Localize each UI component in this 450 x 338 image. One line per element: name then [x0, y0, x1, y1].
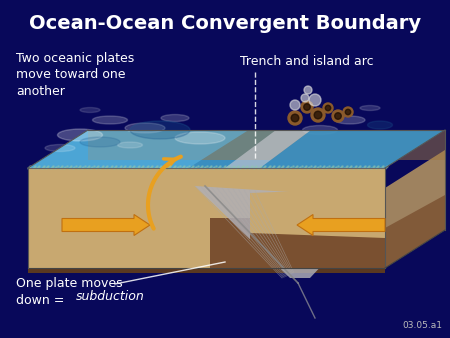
- Text: 03.05.a1: 03.05.a1: [402, 321, 442, 330]
- Ellipse shape: [161, 115, 189, 121]
- Circle shape: [323, 103, 333, 113]
- Circle shape: [301, 101, 313, 113]
- Text: One plate moves
down =: One plate moves down =: [16, 277, 122, 307]
- Polygon shape: [250, 188, 385, 268]
- Ellipse shape: [302, 125, 338, 135]
- Text: Trench and island arc: Trench and island arc: [240, 55, 374, 68]
- Circle shape: [309, 94, 321, 106]
- Text: Two oceanic plates
move toward one
another: Two oceanic plates move toward one anoth…: [16, 52, 134, 98]
- Ellipse shape: [335, 116, 365, 124]
- Circle shape: [325, 105, 331, 111]
- Polygon shape: [28, 168, 385, 268]
- FancyArrow shape: [62, 215, 150, 236]
- Polygon shape: [28, 186, 210, 268]
- Polygon shape: [28, 268, 385, 273]
- Polygon shape: [88, 130, 445, 160]
- Ellipse shape: [93, 116, 127, 124]
- Ellipse shape: [80, 137, 120, 147]
- Circle shape: [343, 107, 353, 117]
- Circle shape: [290, 100, 300, 110]
- Ellipse shape: [368, 121, 392, 129]
- Ellipse shape: [58, 129, 103, 141]
- Ellipse shape: [45, 145, 75, 151]
- Ellipse shape: [117, 142, 143, 148]
- Ellipse shape: [130, 121, 190, 139]
- Text: subduction: subduction: [76, 290, 145, 303]
- Circle shape: [291, 114, 299, 122]
- Circle shape: [332, 110, 344, 122]
- Polygon shape: [385, 150, 445, 268]
- FancyArrow shape: [297, 215, 385, 236]
- Polygon shape: [225, 130, 311, 168]
- Circle shape: [304, 86, 312, 94]
- Polygon shape: [28, 218, 385, 268]
- Text: Ocean-Ocean Convergent Boundary: Ocean-Ocean Convergent Boundary: [29, 14, 421, 33]
- Circle shape: [304, 104, 310, 110]
- Ellipse shape: [175, 132, 225, 144]
- Ellipse shape: [80, 107, 100, 113]
- Circle shape: [301, 94, 309, 102]
- Circle shape: [311, 108, 325, 122]
- Polygon shape: [28, 130, 445, 168]
- Circle shape: [288, 111, 302, 125]
- Ellipse shape: [125, 123, 165, 133]
- Polygon shape: [195, 186, 385, 278]
- Circle shape: [335, 113, 341, 119]
- Polygon shape: [250, 233, 385, 268]
- Circle shape: [314, 111, 322, 119]
- Polygon shape: [28, 130, 249, 168]
- Polygon shape: [260, 130, 445, 168]
- Circle shape: [345, 109, 351, 115]
- Polygon shape: [385, 195, 445, 268]
- Ellipse shape: [360, 105, 380, 111]
